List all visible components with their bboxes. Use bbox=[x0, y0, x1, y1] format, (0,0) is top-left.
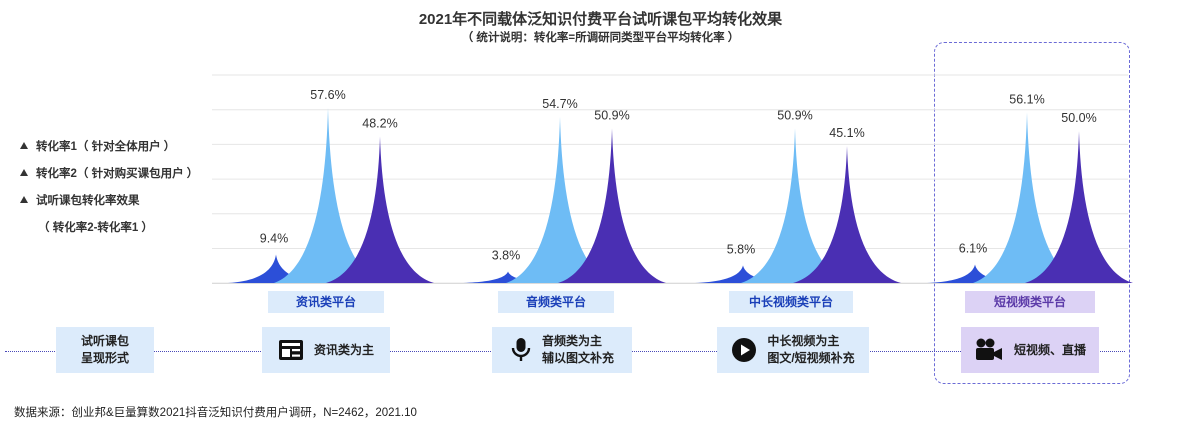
form-row-label: 试听课包 呈现形式 bbox=[56, 327, 154, 373]
value-label-rate1-2: 5.8% bbox=[727, 242, 756, 256]
legend-triangle-icon bbox=[20, 169, 28, 176]
form-box-long-video: 中长视频为主 图文/短视频补充 bbox=[717, 327, 869, 373]
spike-rate1-1 bbox=[460, 271, 556, 283]
spike-effect-3 bbox=[1025, 131, 1133, 283]
value-label-rate1-0: 9.4% bbox=[260, 231, 289, 245]
form-box-short-video: 短视频、直播 bbox=[961, 327, 1099, 373]
data-source: 数据来源：创业邦&巨量算数2021抖音泛知识付费用户调研，N=2462，2021… bbox=[14, 407, 417, 419]
value-label-rate2-2: 50.9% bbox=[777, 108, 812, 122]
microphone-icon bbox=[511, 338, 531, 361]
form-box-info: 资讯类为主 bbox=[262, 327, 390, 373]
value-label-rate1-3: 6.1% bbox=[959, 241, 988, 255]
value-label-effect-3: 50.0% bbox=[1061, 111, 1096, 125]
value-label-rate2-0: 57.6% bbox=[310, 88, 345, 102]
highlight-frame bbox=[934, 42, 1130, 384]
video-camera-icon bbox=[975, 338, 1002, 360]
legend-triangle-icon bbox=[20, 142, 28, 149]
chart-subtitle: （ 统计说明：转化率=所调研同类型平台平均转化率 ） bbox=[461, 32, 740, 44]
newspaper-icon bbox=[278, 340, 303, 360]
spike-effect-0 bbox=[326, 136, 434, 283]
spike-effect-1 bbox=[558, 128, 666, 283]
spike-rate2-1 bbox=[506, 116, 614, 283]
play-icon bbox=[732, 338, 757, 362]
form-box-audio: 音频类为主 辅以图文补充 bbox=[492, 327, 632, 373]
category-label-info: 资讯类平台 bbox=[268, 291, 384, 313]
spike-rate2-3 bbox=[973, 112, 1081, 284]
value-label-effect-0: 48.2% bbox=[362, 117, 397, 131]
category-label-long-video: 中长视频类平台 bbox=[729, 291, 853, 313]
value-label-effect-1: 50.9% bbox=[594, 108, 629, 122]
category-label-short-video: 短视频类平台 bbox=[965, 291, 1095, 313]
value-label-effect-2: 45.1% bbox=[829, 126, 864, 140]
spike-rate2-0 bbox=[274, 108, 382, 283]
spike-effect-2 bbox=[793, 145, 901, 283]
category-label-audio: 音频类平台 bbox=[498, 291, 614, 313]
legend-item-rate2: 转化率2（ 针对购买课包用户 ） bbox=[20, 159, 198, 186]
spike-rate1-2 bbox=[695, 265, 791, 283]
legend-note: （ 转化率2-转化率1 ） bbox=[38, 221, 154, 234]
value-label-rate2-3: 56.1% bbox=[1009, 93, 1044, 107]
value-label-rate2-1: 54.7% bbox=[542, 97, 577, 111]
spike-rate1-3 bbox=[927, 264, 1023, 283]
value-label-rate1-1: 3.8% bbox=[492, 248, 521, 262]
legend-triangle-icon bbox=[20, 196, 28, 203]
spike-rate2-2 bbox=[741, 128, 849, 283]
legend-item-effect: 试听课包转化率效果 bbox=[20, 186, 198, 213]
legend: 转化率1（ 针对全体用户 ） 转化率2（ 针对购买课包用户 ） 试听课包转化率效… bbox=[20, 132, 198, 240]
legend-item-rate1: 转化率1（ 针对全体用户 ） bbox=[20, 132, 198, 159]
chart-title: 2021年不同载体泛知识付费平台试听课包平均转化效果 bbox=[418, 11, 783, 28]
spike-rate1-0 bbox=[228, 254, 324, 283]
